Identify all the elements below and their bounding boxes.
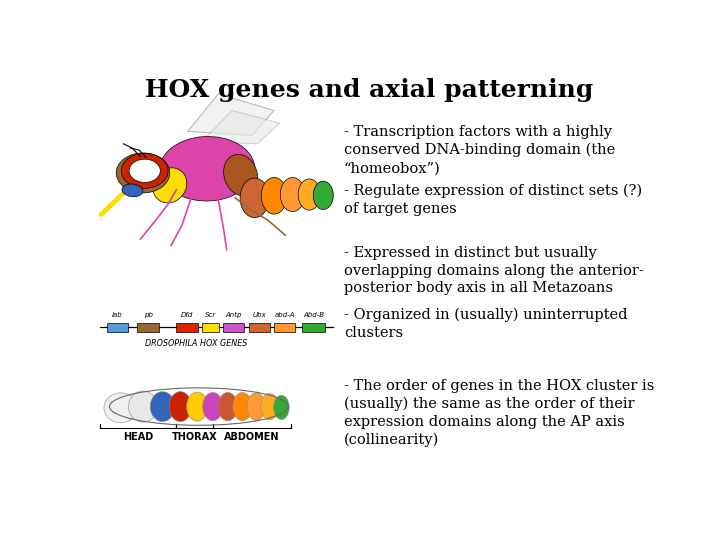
Ellipse shape <box>298 179 320 210</box>
Text: - Expressed in distinct but usually
overlapping domains along the anterior-
post: - Expressed in distinct but usually over… <box>344 246 644 295</box>
Text: THORAX: THORAX <box>172 431 217 442</box>
FancyBboxPatch shape <box>222 322 244 332</box>
Ellipse shape <box>122 184 143 197</box>
Text: pb: pb <box>143 313 153 319</box>
FancyBboxPatch shape <box>274 322 295 332</box>
Ellipse shape <box>186 392 208 421</box>
Ellipse shape <box>313 181 333 210</box>
Text: abd-A: abd-A <box>274 313 295 319</box>
Ellipse shape <box>224 154 258 195</box>
Polygon shape <box>202 111 280 144</box>
Ellipse shape <box>169 392 192 422</box>
Text: Antp: Antp <box>225 312 242 319</box>
FancyBboxPatch shape <box>249 322 270 332</box>
Ellipse shape <box>261 394 279 420</box>
Text: - Transcription factors with a highly
conserved DNA-binding domain (the
“homeobo: - Transcription factors with a highly co… <box>344 125 615 176</box>
Text: HEAD: HEAD <box>123 431 153 442</box>
Ellipse shape <box>261 178 287 214</box>
Ellipse shape <box>104 393 138 423</box>
Ellipse shape <box>274 395 289 420</box>
Text: - The order of genes in the HOX cluster is
(usually) the same as the order of th: - The order of genes in the HOX cluster … <box>344 379 654 447</box>
FancyBboxPatch shape <box>107 322 128 332</box>
Polygon shape <box>188 94 274 136</box>
FancyBboxPatch shape <box>302 322 325 332</box>
Text: - Organized in (usually) uninterrupted
clusters: - Organized in (usually) uninterrupted c… <box>344 308 627 340</box>
FancyBboxPatch shape <box>202 322 220 332</box>
Text: DROSOPHILA HOX GENES: DROSOPHILA HOX GENES <box>145 339 247 348</box>
Text: lab: lab <box>112 313 122 319</box>
Circle shape <box>116 153 170 193</box>
FancyBboxPatch shape <box>176 322 198 332</box>
Text: Scr: Scr <box>205 313 216 319</box>
Ellipse shape <box>160 137 255 201</box>
Ellipse shape <box>203 393 222 421</box>
Ellipse shape <box>218 393 238 421</box>
Ellipse shape <box>247 393 266 420</box>
Ellipse shape <box>153 168 186 203</box>
FancyBboxPatch shape <box>138 322 158 332</box>
Circle shape <box>129 159 161 183</box>
Ellipse shape <box>233 393 252 421</box>
Circle shape <box>121 153 168 188</box>
Text: Abd-B: Abd-B <box>303 313 324 319</box>
Ellipse shape <box>128 391 158 422</box>
Ellipse shape <box>240 178 269 218</box>
Text: Dfd: Dfd <box>181 313 193 319</box>
Ellipse shape <box>280 178 305 212</box>
Text: Ubx: Ubx <box>253 313 266 319</box>
Text: - Regulate expression of distinct sets (?)
of target genes: - Regulate expression of distinct sets (… <box>344 183 642 215</box>
Ellipse shape <box>150 392 175 422</box>
Text: HOX genes and axial patterning: HOX genes and axial patterning <box>145 78 593 102</box>
Text: ABDOMEN: ABDOMEN <box>224 431 279 442</box>
